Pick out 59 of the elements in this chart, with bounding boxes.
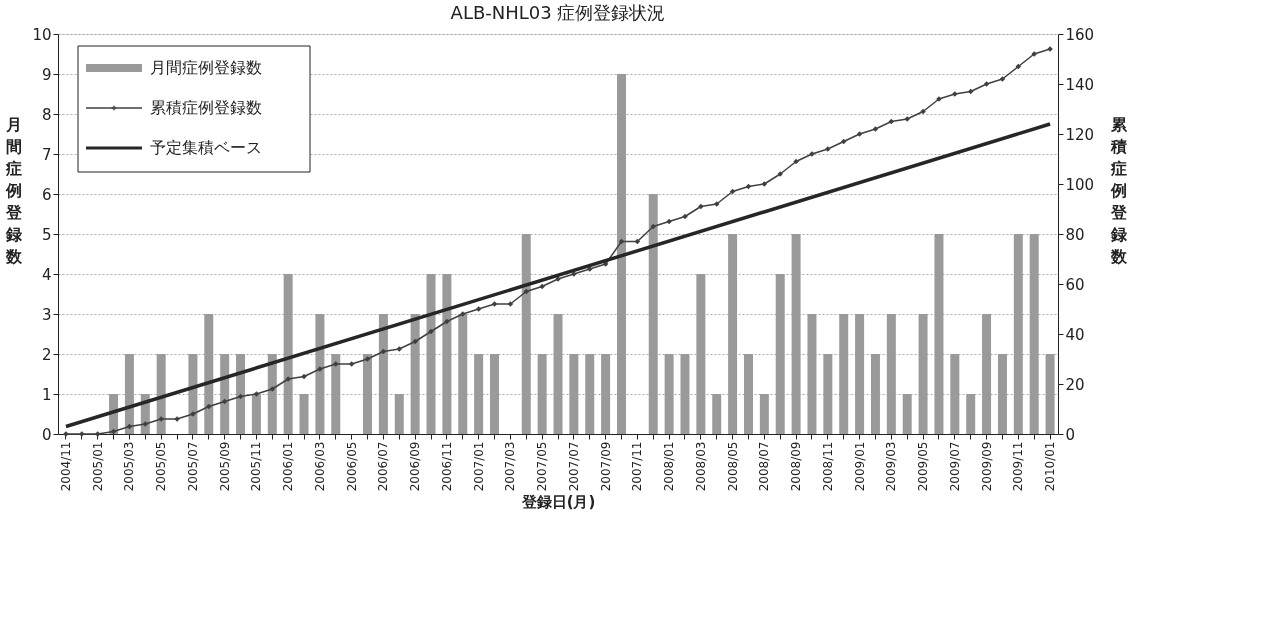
x-tick-label: 2005/07 [185, 441, 200, 492]
y2-axis-title: 累積症例登録数 [1109, 114, 1128, 266]
x-tick-label: 2006/03 [312, 441, 327, 492]
y-tick-label: 2 [41, 345, 52, 364]
y2-tick-label: 120 [1065, 125, 1095, 144]
x-tick-label: 2006/01 [281, 441, 296, 492]
x-tick-label: 2007/05 [535, 441, 550, 492]
x-tick-label: 2006/07 [376, 441, 391, 492]
y-tick-label: 8 [41, 105, 52, 124]
x-tick-label: 2006/09 [408, 441, 423, 492]
y-axis-title: 月間症例登録数 [4, 114, 23, 266]
y2-tick-label: 40 [1065, 325, 1085, 344]
y-tick-label: 5 [41, 225, 52, 244]
x-tick-label: 2009/03 [884, 441, 899, 492]
y-tick-label: 4 [41, 265, 52, 284]
legend-label: 予定集積ベース [150, 138, 262, 157]
x-axis-title: 登録日(月) [520, 493, 596, 512]
x-tick-label: 2009/05 [916, 441, 931, 492]
legend-label: 月間症例登録数 [150, 58, 262, 77]
x-tick-label: 2008/07 [757, 441, 772, 492]
chart-title: ALB-NHL03 症例登録状況 [450, 2, 666, 23]
x-tick-label: 2004/11 [58, 441, 73, 492]
legend-label: 累積症例登録数 [150, 98, 262, 117]
y-tick-label: 10 [32, 25, 52, 44]
x-tick-label: 2006/11 [439, 441, 454, 492]
y2-tick-label: 60 [1065, 275, 1085, 294]
y2-tick-label: 80 [1065, 225, 1085, 244]
x-tick-label: 2007/01 [471, 441, 486, 492]
x-tick-label: 2009/09 [979, 441, 994, 492]
x-tick-label: 2008/09 [789, 441, 804, 492]
x-tick-label: 2010/01 [1043, 441, 1058, 492]
y-tick-label: 7 [41, 145, 52, 164]
y2-tick-label: 20 [1065, 375, 1085, 394]
x-tick-label: 2008/03 [693, 441, 708, 492]
x-tick-label: 2007/11 [630, 441, 645, 492]
y2-tick-label: 160 [1065, 25, 1095, 44]
x-tick-label: 2009/11 [1011, 441, 1026, 492]
x-tick-label: 2009/07 [947, 441, 962, 492]
y-tick-label: 9 [41, 65, 52, 84]
x-tick-label: 2007/07 [566, 441, 581, 492]
x-tick-label: 2008/05 [725, 441, 740, 492]
y2-tick-label: 140 [1065, 75, 1095, 94]
y-tick-label: 3 [41, 305, 52, 324]
x-tick-label: 2007/09 [598, 441, 613, 492]
y-tick-label: 0 [41, 425, 52, 444]
x-tick-label: 2008/01 [662, 441, 677, 492]
y2-tick-label: 0 [1065, 425, 1076, 444]
x-tick-label: 2005/03 [122, 441, 137, 492]
x-tick-label: 2009/01 [852, 441, 867, 492]
y2-tick-label: 100 [1065, 175, 1095, 194]
x-tick-label: 2005/05 [154, 441, 169, 492]
x-tick-label: 2005/11 [249, 441, 264, 492]
x-tick-label: 2006/05 [344, 441, 359, 492]
x-tick-label: 2008/11 [820, 441, 835, 492]
y-tick-label: 1 [41, 385, 52, 404]
x-tick-label: 2007/03 [503, 441, 518, 492]
y-tick-label: 6 [41, 185, 52, 204]
x-tick-label: 2005/01 [90, 441, 105, 492]
x-tick-label: 2005/09 [217, 441, 232, 492]
